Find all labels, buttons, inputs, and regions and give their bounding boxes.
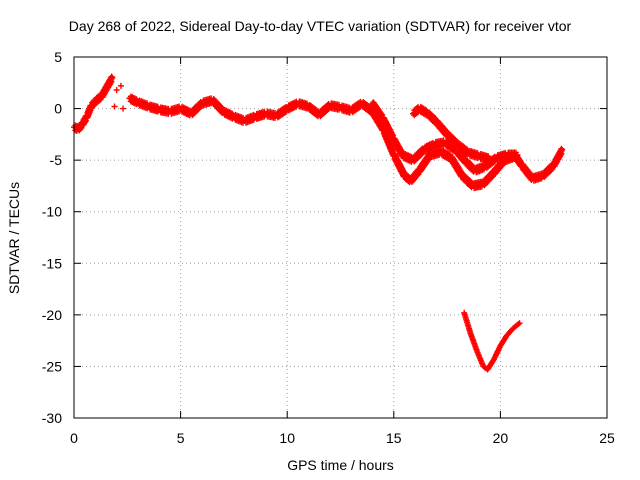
data-point	[515, 321, 522, 328]
y-tick-label: -30	[42, 410, 62, 426]
data-point	[429, 139, 436, 146]
data-point	[558, 145, 565, 152]
x-axis-label: GPS time / hours	[287, 457, 394, 473]
data-point	[113, 87, 120, 94]
data-point	[229, 110, 236, 117]
tick-marks	[73, 56, 608, 419]
data-point	[441, 126, 448, 133]
data-point	[117, 82, 124, 89]
data-point	[218, 103, 225, 110]
data-point	[120, 105, 127, 112]
y-tick-label: -15	[42, 255, 62, 271]
chart-title: Day 268 of 2022, Sidereal Day-to-day VTE…	[68, 18, 572, 34]
data-point	[335, 101, 342, 108]
data-point	[250, 111, 257, 118]
y-tick-label: -25	[42, 358, 62, 374]
data-point	[154, 103, 161, 110]
y-tick-label: -5	[50, 152, 63, 168]
x-tick-label: 15	[386, 430, 402, 446]
data-point	[452, 136, 459, 143]
data-point	[154, 108, 161, 115]
data-point	[108, 73, 115, 80]
y-tick-label: -10	[42, 204, 62, 220]
data-point	[144, 100, 151, 107]
plot-frame	[73, 56, 608, 419]
data-point	[527, 170, 534, 177]
data-point	[514, 322, 521, 329]
data-point	[508, 327, 515, 334]
x-tick-label: 20	[493, 430, 509, 446]
y-tick-label: 0	[54, 101, 62, 117]
tick-labels: 0 5 10 15 20 25 5 0 -5 -10 -15 -20 -25 -30	[42, 49, 615, 446]
data-point	[418, 151, 425, 158]
data-point	[502, 335, 509, 342]
data-point	[469, 162, 476, 169]
y-axis-label: SDTVAR / TECUs	[6, 181, 22, 295]
data-point	[111, 103, 118, 110]
x-tick-label: 0	[70, 430, 78, 446]
data-point	[378, 110, 385, 117]
data-point	[489, 358, 496, 365]
y-tick-label: 5	[54, 49, 62, 65]
x-tick-label: 10	[279, 430, 295, 446]
data-point	[467, 328, 474, 335]
data-points	[71, 73, 566, 373]
data-point	[467, 178, 474, 185]
y-tick-label: -20	[42, 307, 62, 323]
data-point	[473, 346, 480, 353]
data-point	[431, 114, 438, 121]
data-point	[512, 154, 519, 161]
data-point	[133, 96, 140, 103]
x-tick-label: 5	[177, 430, 185, 446]
data-point	[414, 172, 421, 179]
data-point	[512, 149, 519, 156]
x-tick-label: 25	[599, 430, 615, 446]
data-point	[474, 150, 481, 157]
data-point	[485, 153, 492, 160]
